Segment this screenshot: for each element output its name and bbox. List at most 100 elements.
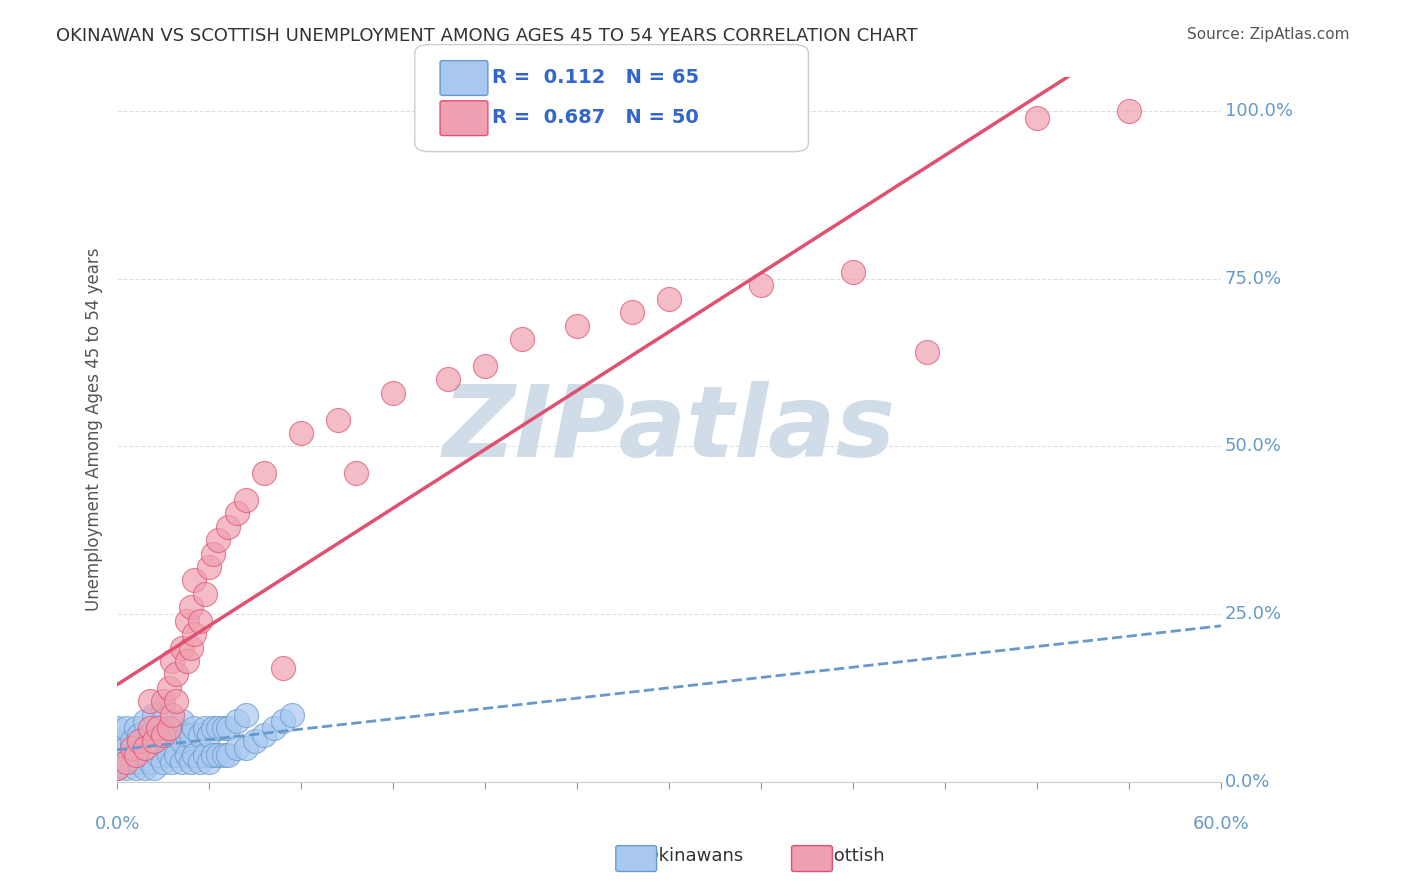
Point (180, 600, 202, 615)
Point (152, 755, 174, 769)
Point (105, 721, 128, 735)
Text: Okinawans: Okinawans (633, 847, 742, 865)
Point (658, 292, 681, 306)
Text: 50.0%: 50.0% (1225, 437, 1281, 455)
Point (115, 741, 138, 756)
Point (121, 755, 143, 769)
Point (134, 714, 156, 729)
Point (124, 721, 146, 735)
Point (139, 755, 162, 769)
Point (1026, 111, 1049, 125)
Point (326, 412, 349, 426)
Point (157, 681, 180, 695)
Point (225, 507, 247, 521)
Point (915, 345, 938, 359)
Point (121, 734, 143, 748)
Point (212, 721, 235, 735)
Point (176, 747, 198, 762)
Point (201, 721, 224, 735)
Point (139, 728, 162, 742)
Point (152, 694, 174, 708)
Point (180, 755, 202, 769)
Point (165, 667, 187, 681)
Point (235, 707, 257, 722)
Point (176, 728, 198, 742)
Point (170, 734, 193, 748)
Point (235, 493, 257, 508)
Point (225, 741, 247, 756)
Point (188, 614, 211, 628)
Point (225, 714, 247, 729)
Point (842, 265, 865, 279)
Point (139, 721, 162, 735)
Point (105, 761, 128, 775)
Point (162, 755, 184, 769)
Point (194, 747, 217, 762)
Point (217, 747, 239, 762)
Point (183, 574, 205, 588)
Point (198, 728, 221, 742)
Point (139, 694, 162, 708)
Point (170, 755, 193, 769)
Point (201, 747, 224, 762)
Text: 100.0%: 100.0% (1225, 102, 1292, 120)
Text: Scottish: Scottish (801, 847, 884, 865)
Point (143, 734, 166, 748)
Point (124, 747, 146, 762)
Text: 25.0%: 25.0% (1225, 605, 1282, 623)
Text: 60.0%: 60.0% (1192, 815, 1250, 833)
Point (198, 755, 221, 769)
Point (170, 714, 193, 729)
Point (437, 372, 460, 386)
Point (176, 654, 198, 668)
Point (207, 721, 229, 735)
Point (165, 694, 187, 708)
Point (243, 734, 266, 748)
Point (143, 761, 166, 775)
Point (621, 305, 644, 319)
Point (134, 741, 156, 756)
Point (194, 587, 217, 601)
Point (474, 359, 496, 373)
Text: Source: ZipAtlas.com: Source: ZipAtlas.com (1187, 27, 1350, 42)
Point (749, 278, 772, 293)
Point (146, 721, 169, 735)
Point (290, 425, 312, 440)
Point (180, 728, 202, 742)
Point (170, 640, 193, 655)
Point (115, 721, 138, 735)
Text: 0.0%: 0.0% (94, 815, 139, 833)
Point (124, 741, 146, 756)
Point (146, 721, 169, 735)
Point (115, 755, 138, 769)
Text: ZIPatlas: ZIPatlas (443, 381, 896, 478)
Point (235, 741, 257, 756)
Point (198, 560, 221, 574)
Point (176, 614, 198, 628)
Point (143, 734, 166, 748)
Point (253, 728, 276, 742)
Point (510, 332, 533, 346)
Point (183, 627, 205, 641)
Point (565, 318, 588, 333)
Point (128, 728, 150, 742)
Point (105, 734, 128, 748)
Point (165, 747, 187, 762)
Text: OKINAWAN VS SCOTTISH UNEMPLOYMENT AMONG AGES 45 TO 54 YEARS CORRELATION CHART: OKINAWAN VS SCOTTISH UNEMPLOYMENT AMONG … (56, 27, 918, 45)
Text: R =  0.687   N = 50: R = 0.687 N = 50 (492, 108, 699, 128)
Point (183, 747, 205, 762)
Point (105, 747, 128, 762)
Point (128, 755, 150, 769)
Point (134, 761, 156, 775)
Text: 75.0%: 75.0% (1225, 269, 1282, 287)
Point (382, 385, 405, 400)
Point (115, 761, 138, 775)
Point (188, 728, 211, 742)
Point (121, 741, 143, 756)
Point (152, 701, 174, 715)
Point (152, 728, 174, 742)
Point (271, 661, 294, 675)
Point (180, 640, 202, 655)
Y-axis label: Unemployment Among Ages 45 to 54 years: Unemployment Among Ages 45 to 54 years (86, 248, 103, 611)
Point (157, 721, 180, 735)
